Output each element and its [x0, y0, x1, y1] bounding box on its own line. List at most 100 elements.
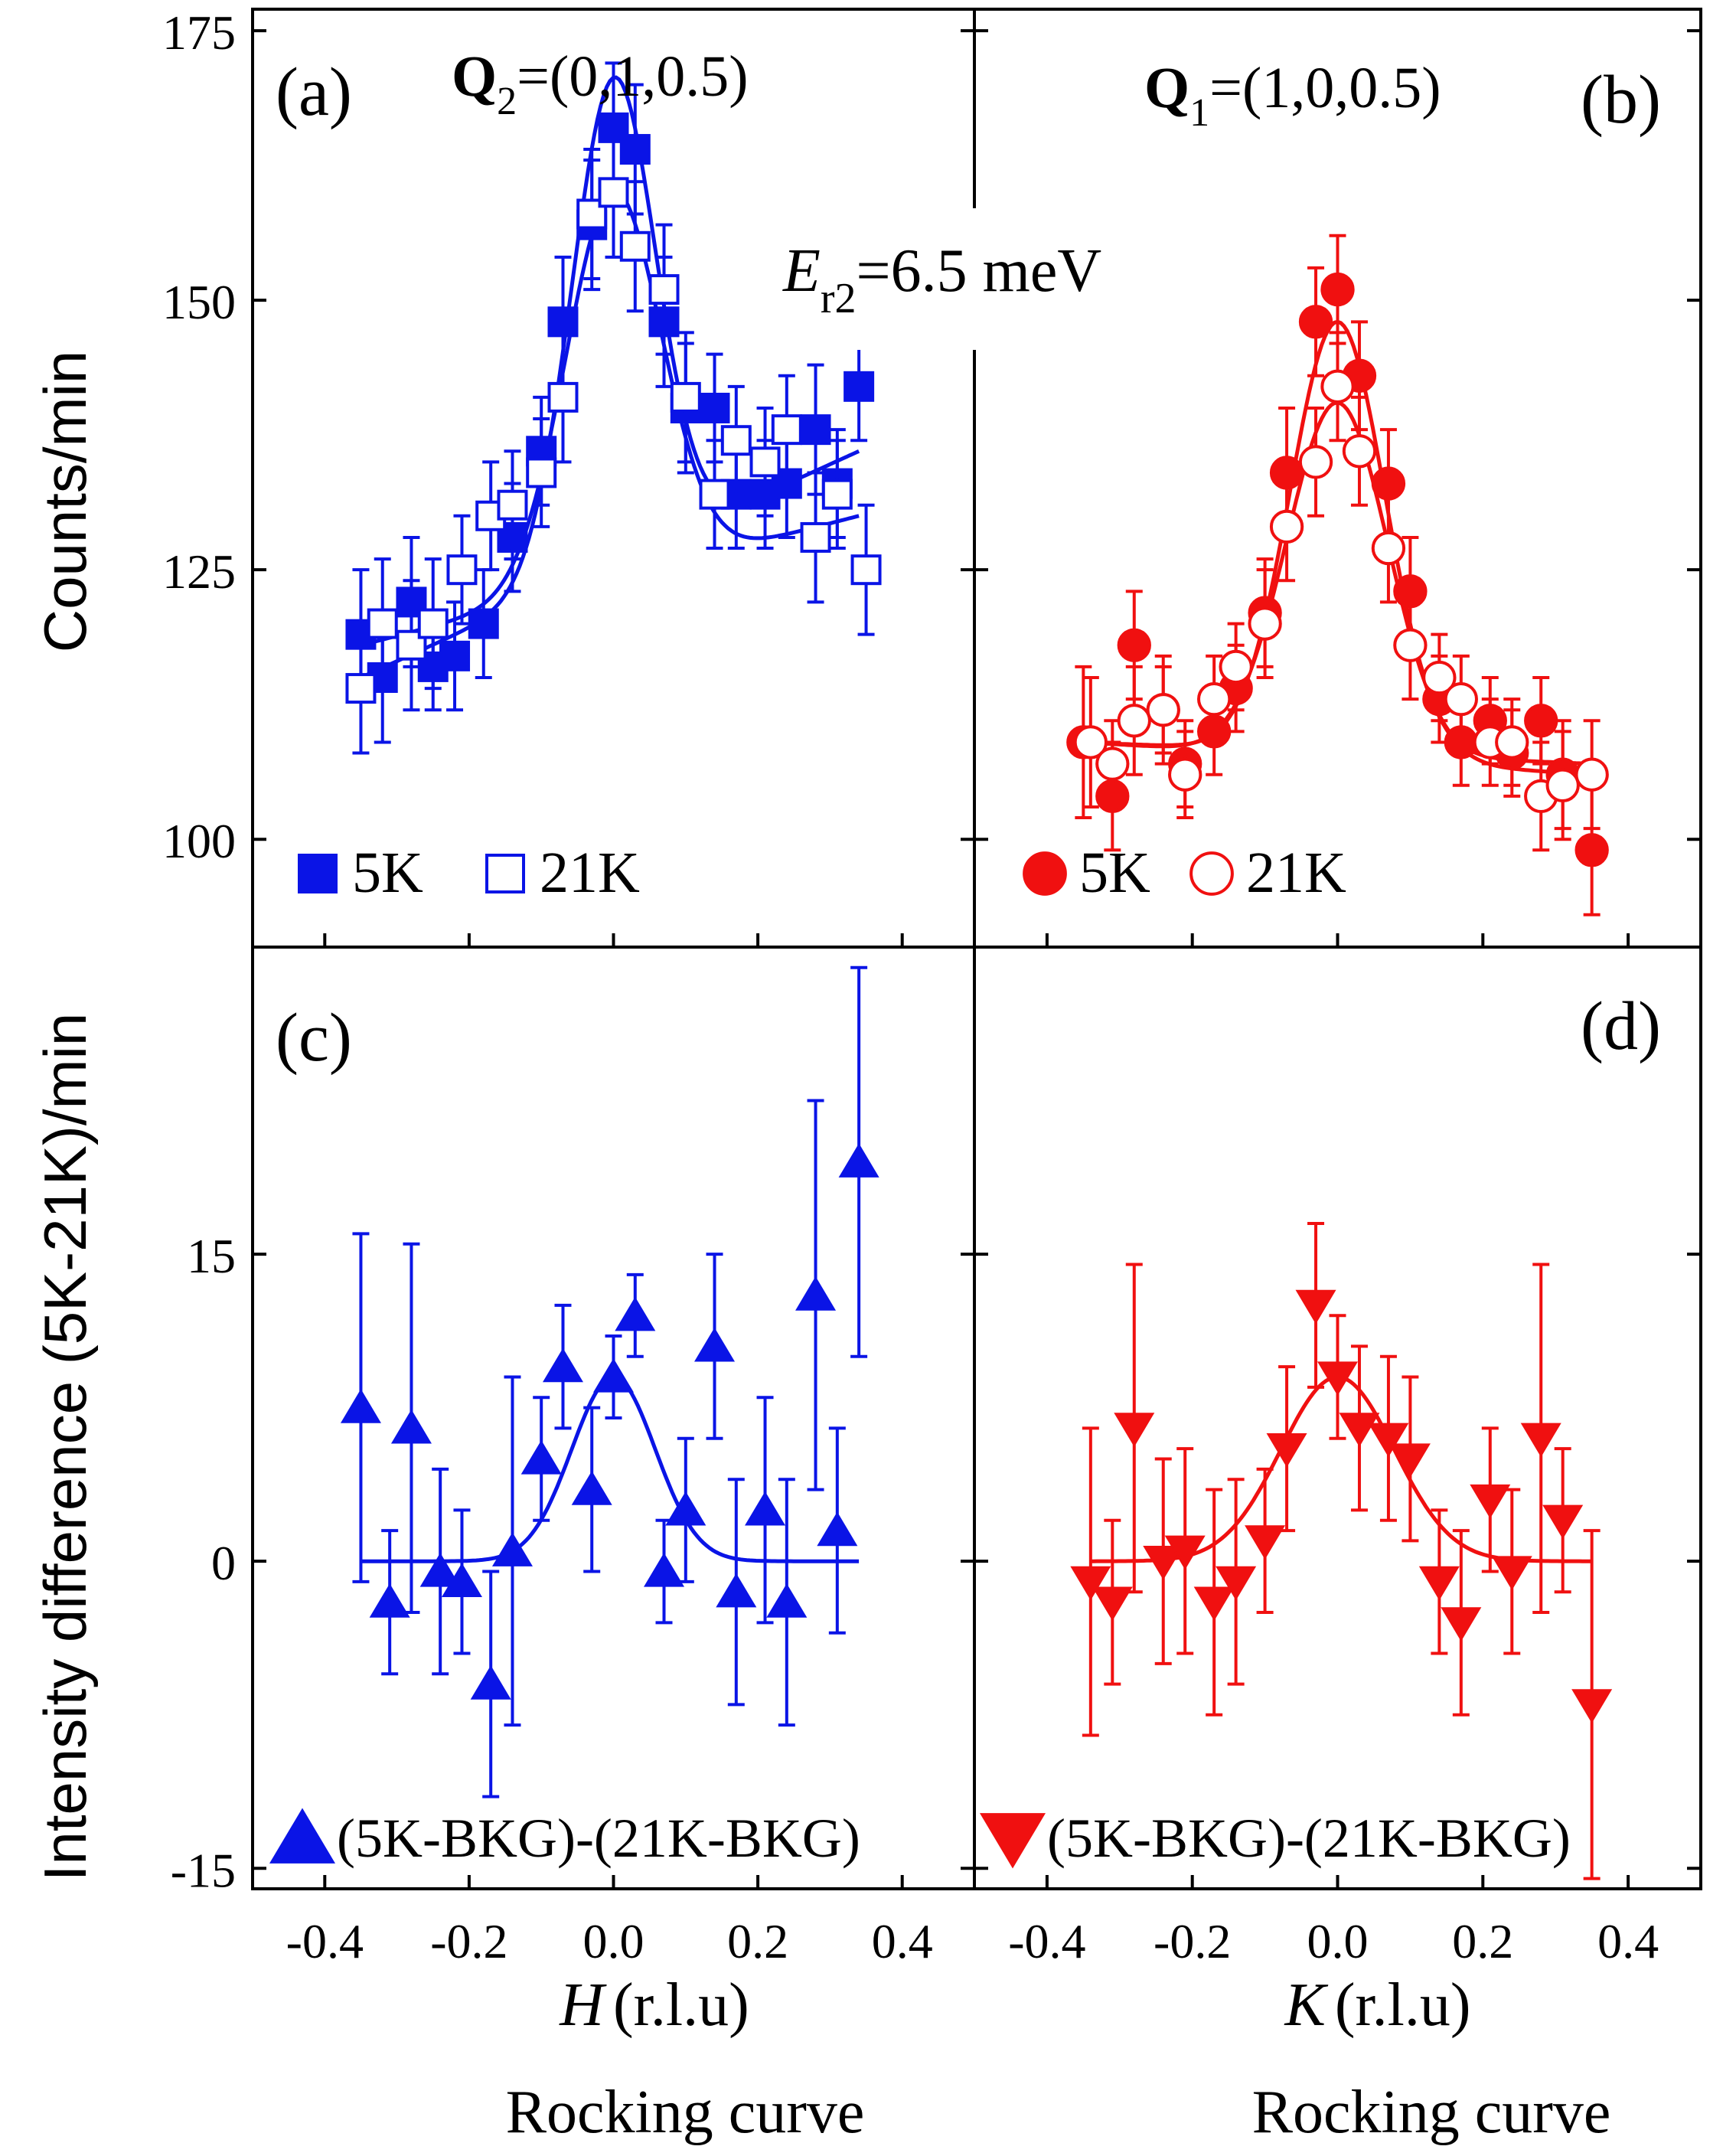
data-point	[1571, 1689, 1613, 1723]
data-point	[795, 1276, 837, 1311]
x-tick-label: 0.0	[583, 1914, 644, 1968]
data-point	[648, 274, 680, 305]
panel-label-b: (b)	[1581, 62, 1661, 138]
data-point	[844, 371, 875, 402]
data-point	[619, 134, 651, 165]
x-tick-label: 0.0	[1307, 1914, 1369, 1968]
data-point	[439, 640, 471, 671]
data-point	[1342, 434, 1377, 469]
data-point	[1371, 531, 1406, 566]
data-point	[1542, 1504, 1584, 1540]
data-point	[340, 1389, 381, 1423]
data-point	[571, 1471, 612, 1505]
data-point	[1524, 704, 1558, 738]
data-point	[1164, 1535, 1206, 1570]
legend-marker	[298, 854, 338, 893]
x-tick-label: -0.2	[430, 1914, 507, 1968]
data-point	[1193, 1586, 1235, 1622]
data-point	[1320, 272, 1355, 307]
data-point	[817, 1511, 858, 1547]
panel-a: 100 125 150 175 (a) Q2=(0,1,0.5) 5K 21K	[162, 5, 976, 949]
data-point	[520, 1440, 562, 1475]
panel-b-data	[1066, 234, 1609, 916]
data-point	[1393, 628, 1428, 662]
data-point	[446, 554, 478, 586]
y-tick-label: 175	[162, 5, 236, 60]
energy-var: E	[782, 237, 821, 305]
data-point	[1197, 681, 1232, 717]
data-point	[598, 177, 629, 208]
panel-label-c: (c)	[276, 1000, 352, 1076]
data-point	[745, 1491, 786, 1526]
data-point	[1092, 1586, 1133, 1622]
data-point	[1441, 1607, 1482, 1642]
y-tick-label: 150	[162, 275, 236, 329]
legend-marker	[269, 1808, 336, 1864]
q-value: =(0,1,0.5)	[517, 44, 748, 109]
data-point	[1298, 445, 1333, 479]
data-point	[1422, 660, 1457, 695]
q-subscript: 1	[1189, 91, 1209, 135]
x-tick-label: 0.2	[727, 1914, 788, 1968]
x-axis-var-k: K	[1284, 1971, 1328, 2039]
y-tick-label: 15	[187, 1229, 236, 1283]
data-point	[390, 1409, 432, 1444]
x-tick-label: -0.4	[1008, 1914, 1085, 1968]
data-point	[1168, 757, 1202, 792]
data-point	[665, 1491, 706, 1526]
x-tick-label: -0.2	[1154, 1914, 1231, 1968]
y-axis-label-difference: Intensity difference (5K-21K)/min	[31, 1013, 99, 1881]
data-point	[468, 608, 499, 639]
data-point	[1491, 1556, 1532, 1591]
data-point	[417, 608, 449, 639]
data-point	[547, 306, 579, 338]
data-point	[1117, 704, 1151, 738]
data-point	[800, 414, 831, 446]
data-point	[419, 1553, 461, 1587]
data-point	[1418, 1566, 1460, 1601]
subtitle-left: Rocking curve	[506, 2079, 865, 2146]
data-point	[542, 1348, 583, 1383]
data-point	[850, 554, 882, 586]
data-point	[1295, 1289, 1336, 1325]
panel-b: (b) Q1=(1,0,0.5) 5K 21K	[973, 8, 1702, 949]
data-point	[720, 425, 752, 456]
data-point	[497, 489, 528, 521]
data-point	[1117, 628, 1151, 662]
data-point	[1495, 725, 1529, 760]
q-subscript: 2	[497, 80, 517, 123]
data-point	[526, 457, 557, 488]
data-point	[1248, 606, 1282, 641]
data-point	[670, 381, 701, 413]
data-point	[1070, 1566, 1111, 1601]
data-point	[766, 1583, 808, 1618]
data-point	[838, 1143, 879, 1178]
x-axis-label-k: K (r.l.u)	[1284, 1971, 1470, 2039]
legend-label: 21K	[1246, 841, 1346, 905]
data-point	[1574, 757, 1609, 792]
x-axis-unit-h: (r.l.u)	[613, 1971, 749, 2039]
legend-marker	[1189, 851, 1234, 896]
legend-label: 5K	[352, 841, 423, 905]
data-point	[592, 1358, 635, 1393]
energy-value: =6.5 meV	[857, 237, 1102, 305]
data-point	[749, 446, 781, 478]
data-point	[1269, 509, 1304, 544]
data-point	[619, 230, 651, 262]
y-axis-label-counts: Counts/min	[31, 351, 99, 653]
data-point	[367, 608, 398, 639]
data-point	[1216, 1566, 1257, 1601]
x-axis-var-h: H	[559, 1971, 607, 2039]
data-point	[491, 1532, 533, 1566]
legend-marker	[485, 854, 525, 893]
subtitle-right: Rocking curve	[1252, 2079, 1611, 2146]
data-point	[1320, 369, 1355, 403]
data-point	[547, 381, 579, 413]
data-point	[699, 392, 730, 423]
legend-label: 5K	[1079, 841, 1150, 905]
fit-curve-5K	[360, 75, 860, 680]
data-point	[1368, 1423, 1409, 1458]
data-point	[1389, 1443, 1431, 1478]
x-tick-label: 0.4	[1597, 1914, 1659, 1968]
